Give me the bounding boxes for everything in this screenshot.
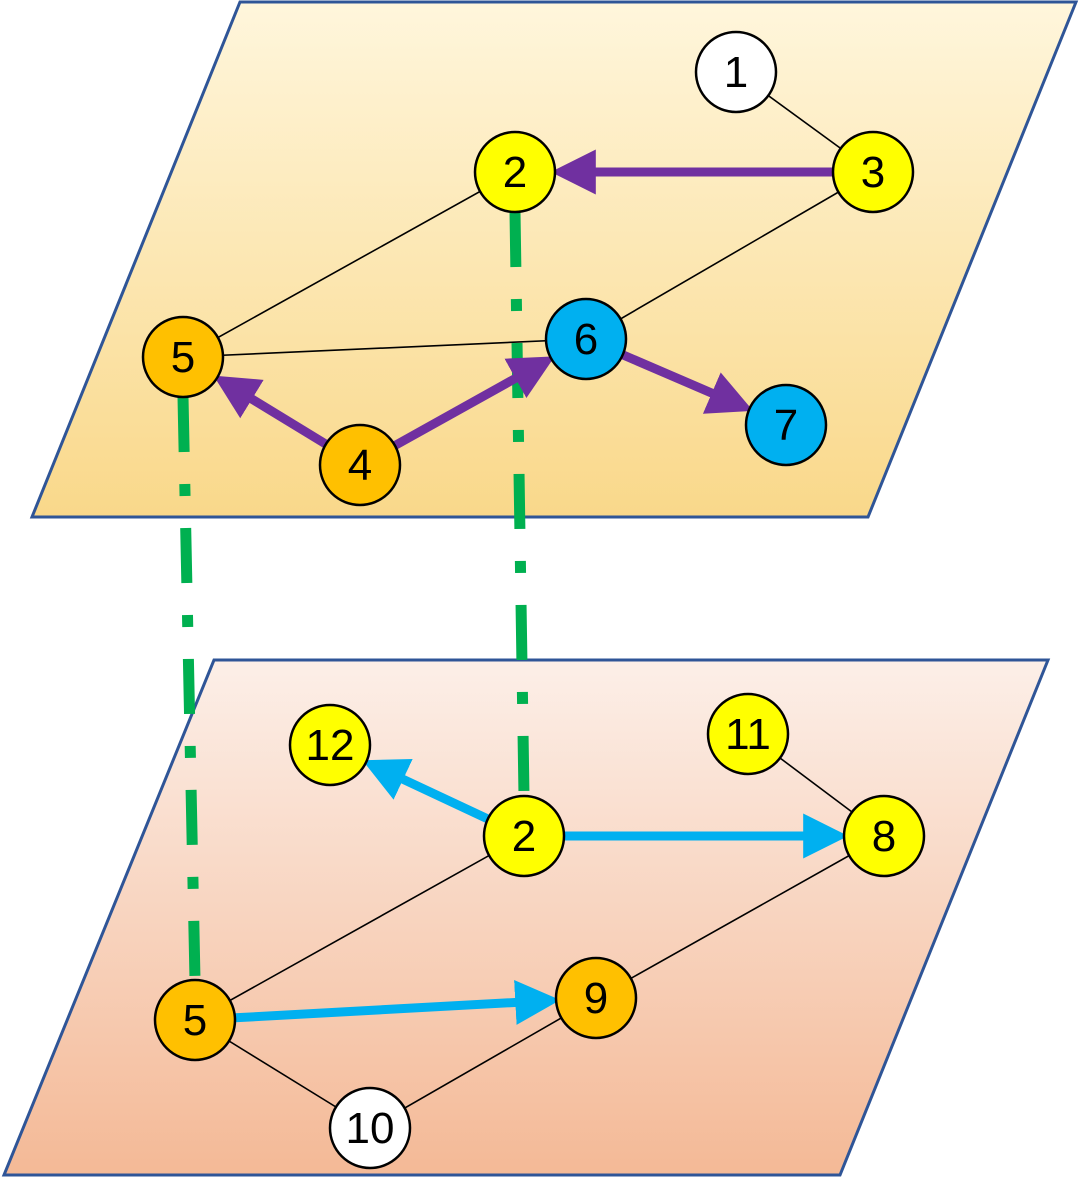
node-label: 1 xyxy=(724,48,748,97)
node-label: 5 xyxy=(183,996,207,1045)
node-label: 8 xyxy=(872,812,896,861)
node-label: 9 xyxy=(584,974,608,1023)
node-label: 7 xyxy=(774,401,798,450)
node-b10: 10 xyxy=(328,1086,412,1170)
node-circle xyxy=(153,978,237,1062)
node-label: 5 xyxy=(171,333,195,382)
node-b8: 8 xyxy=(842,794,926,878)
node-t7: 7 xyxy=(744,383,828,467)
node-label: 4 xyxy=(348,441,372,490)
node-t1: 1 xyxy=(694,30,778,114)
node-t4: 4 xyxy=(318,423,402,507)
interlayer-link-t2-b2 xyxy=(509,211,530,797)
arrow-t4-t6 xyxy=(390,356,555,451)
arrow-b5-b9 xyxy=(232,979,561,1025)
edge-b2-b5 xyxy=(194,835,525,1021)
node-b9: 9 xyxy=(554,956,638,1040)
node-circle xyxy=(706,692,790,776)
node-t2: 2 xyxy=(473,130,557,214)
node-t6: 6 xyxy=(544,297,628,381)
node-circle xyxy=(544,297,628,381)
edge-b8-b9 xyxy=(595,835,885,999)
edge-t3-t6 xyxy=(585,171,874,340)
top-layer-plane xyxy=(29,0,1079,519)
node-circle xyxy=(842,794,926,878)
edge-t5-t6 xyxy=(182,338,587,358)
arrow-t4-t5 xyxy=(213,375,330,450)
node-circle xyxy=(694,30,778,114)
node-t5: 5 xyxy=(141,315,225,399)
node-circle xyxy=(288,703,372,787)
node-label: 2 xyxy=(503,148,527,197)
node-circle xyxy=(744,383,828,467)
node-circle xyxy=(328,1086,412,1170)
node-b11: 11 xyxy=(706,692,790,776)
node-circle xyxy=(554,956,638,1040)
directed-arrows xyxy=(213,149,849,1025)
node-label: 6 xyxy=(574,315,598,364)
node-circle xyxy=(318,423,402,507)
edge-t2-t5 xyxy=(182,171,516,358)
node-label: 12 xyxy=(306,721,355,770)
node-t3: 3 xyxy=(831,130,915,214)
node-circle xyxy=(482,794,566,878)
node-label: 3 xyxy=(861,148,885,197)
node-b2: 2 xyxy=(482,794,566,878)
interlayer-links xyxy=(177,211,530,981)
node-b5: 5 xyxy=(153,978,237,1062)
node-circle xyxy=(473,130,557,214)
arrow-t6-t7 xyxy=(619,349,754,414)
bottom-layer-plane xyxy=(1,658,1051,1177)
node-b12: 12 xyxy=(288,703,372,787)
arrow-b2-b12 xyxy=(362,758,492,824)
interlayer-link-t5-b5 xyxy=(177,396,201,981)
node-label: 11 xyxy=(725,710,771,759)
node-label: 2 xyxy=(512,812,536,861)
node-label: 10 xyxy=(346,1104,395,1153)
node-circle xyxy=(831,130,915,214)
node-circle xyxy=(141,315,225,399)
